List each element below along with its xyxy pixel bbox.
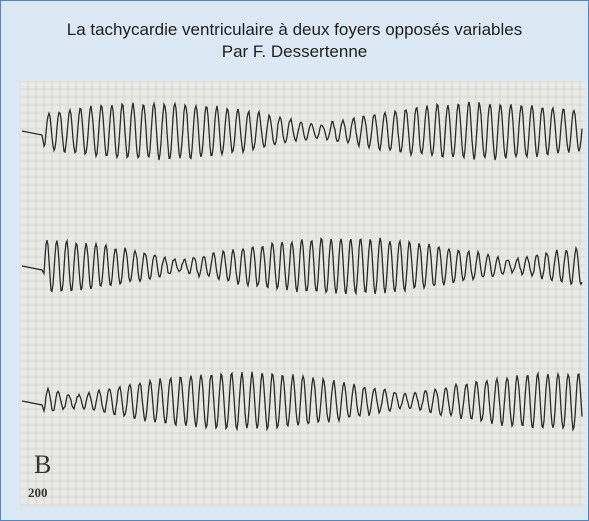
lead-label: B bbox=[34, 450, 51, 479]
figure-author: Par F. Dessertenne bbox=[1, 42, 588, 62]
figure-title: La tachycardie ventriculaire à deux foye… bbox=[1, 20, 588, 40]
ecg-strip: B 200 bbox=[20, 81, 586, 506]
scale-label: 200 bbox=[28, 485, 48, 500]
figure-box: La tachycardie ventriculaire à deux foye… bbox=[0, 0, 589, 521]
